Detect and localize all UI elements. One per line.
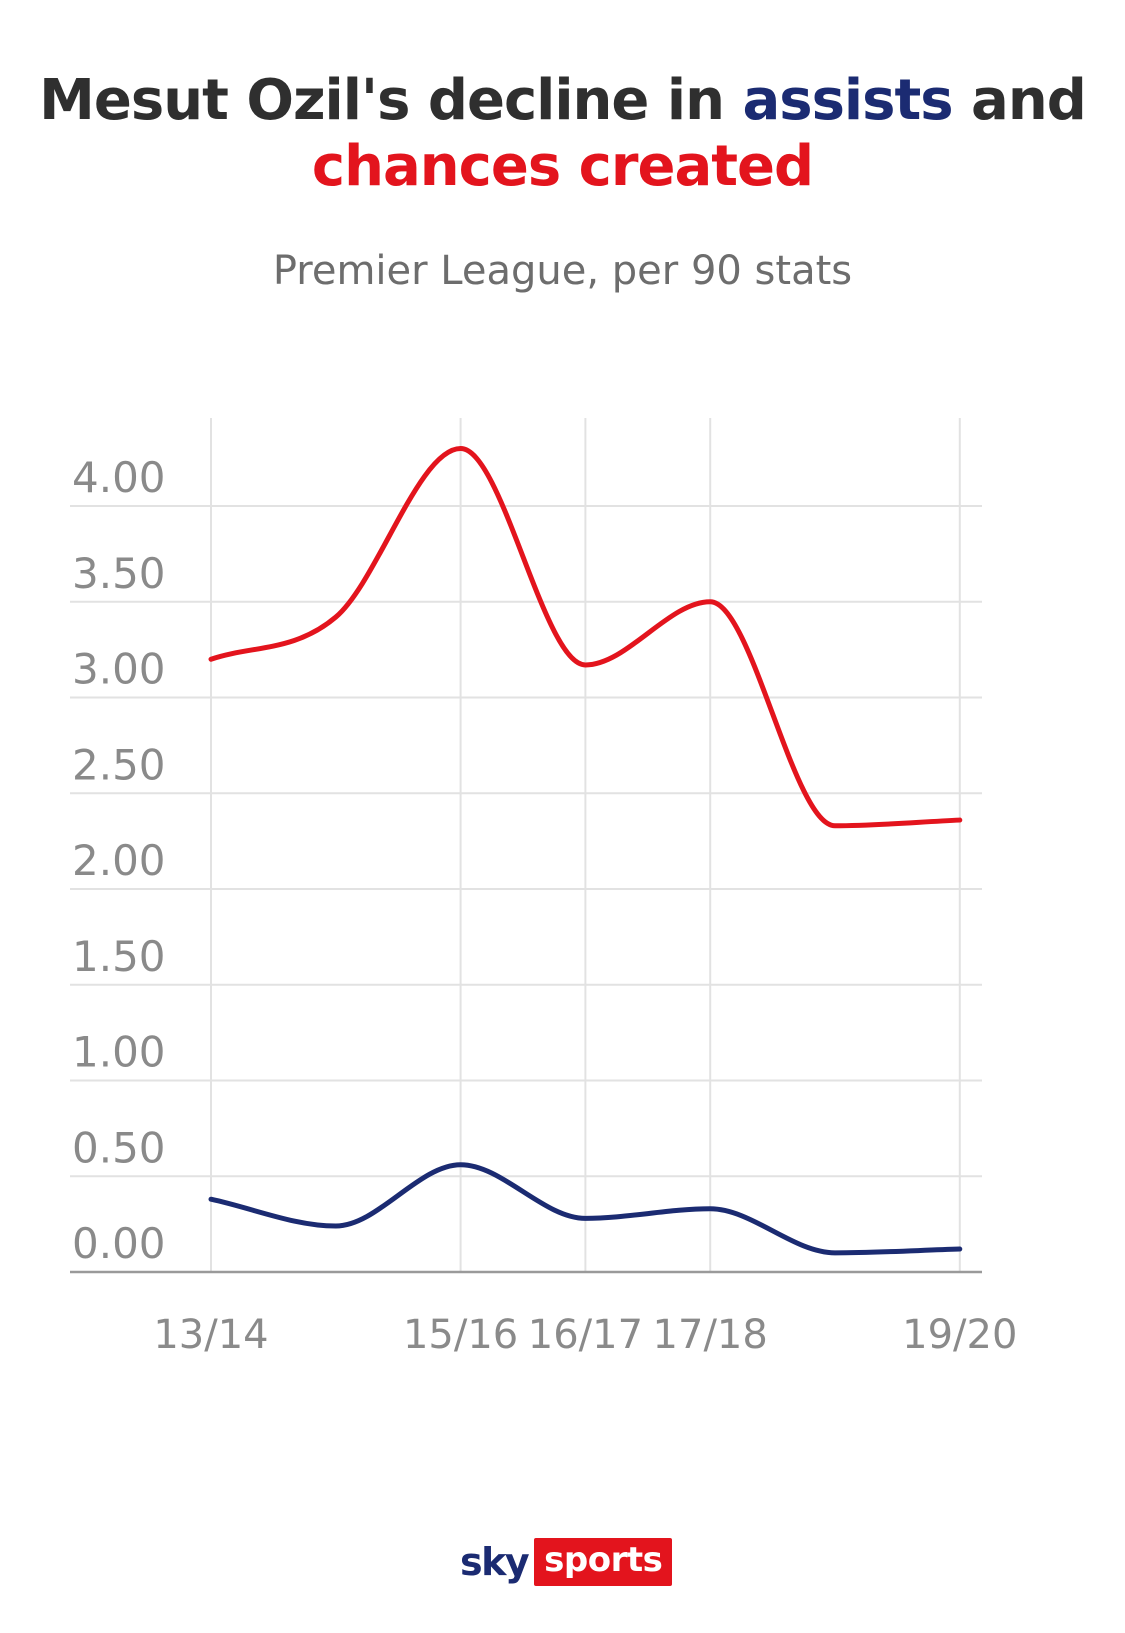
- title-prefix: Mesut Ozil's decline in: [39, 68, 743, 133]
- y-tick-label: 2.00: [72, 836, 166, 885]
- x-axis-ticks: 13/14 15/16 16/17 17/18 19/20: [153, 1312, 1017, 1358]
- y-tick-label: 3.00: [72, 645, 166, 694]
- y-tick-label: 0.00: [72, 1219, 166, 1268]
- y-tick-label: 1.00: [72, 1028, 166, 1077]
- title-assists: assists: [742, 68, 953, 133]
- x-tick-label: 16/17: [528, 1312, 643, 1358]
- y-tick-label: 4.00: [72, 453, 166, 502]
- x-tick-label: 19/20: [902, 1312, 1017, 1358]
- logo-sports-badge: sports: [534, 1538, 673, 1586]
- y-tick-label: 3.50: [72, 549, 166, 598]
- series-lines: [208, 446, 963, 1256]
- y-tick-label: 0.50: [72, 1123, 166, 1172]
- y-axis-ticks: 0.00 0.50 1.00 1.50 2.00 2.50 3.00 3.50 4.00: [72, 453, 166, 1268]
- line-chart: 0.00 0.50 1.00 1.50 2.00 2.50 3.00 3.50 4.00 13/…: [70, 418, 1017, 1358]
- vertical-gridlines: [210, 418, 961, 1272]
- x-tick-label: 17/18: [653, 1312, 768, 1358]
- title-chances-created: chances created: [311, 134, 814, 199]
- y-tick-label: 1.50: [72, 932, 166, 981]
- logo-sky-text: sky: [460, 1540, 530, 1584]
- chart-subtitle: Premier League, per 90 stats: [272, 248, 853, 294]
- title-middle: and: [952, 68, 1087, 133]
- chart-title: Mesut Ozil's decline in assists and chanc…: [0, 68, 1125, 200]
- sky-sports-logo: sky sports: [460, 1538, 673, 1586]
- x-tick-label: 13/14: [153, 1312, 268, 1358]
- x-tick-label: 15/16: [403, 1312, 518, 1358]
- y-tick-label: 2.50: [72, 740, 166, 789]
- series-line-chances-created: [208, 446, 963, 829]
- series-line-assists: [208, 1162, 963, 1256]
- horizontal-gridlines: [70, 505, 982, 1178]
